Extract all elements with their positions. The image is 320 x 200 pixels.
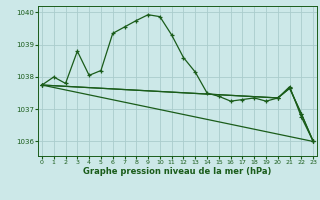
X-axis label: Graphe pression niveau de la mer (hPa): Graphe pression niveau de la mer (hPa): [84, 167, 272, 176]
